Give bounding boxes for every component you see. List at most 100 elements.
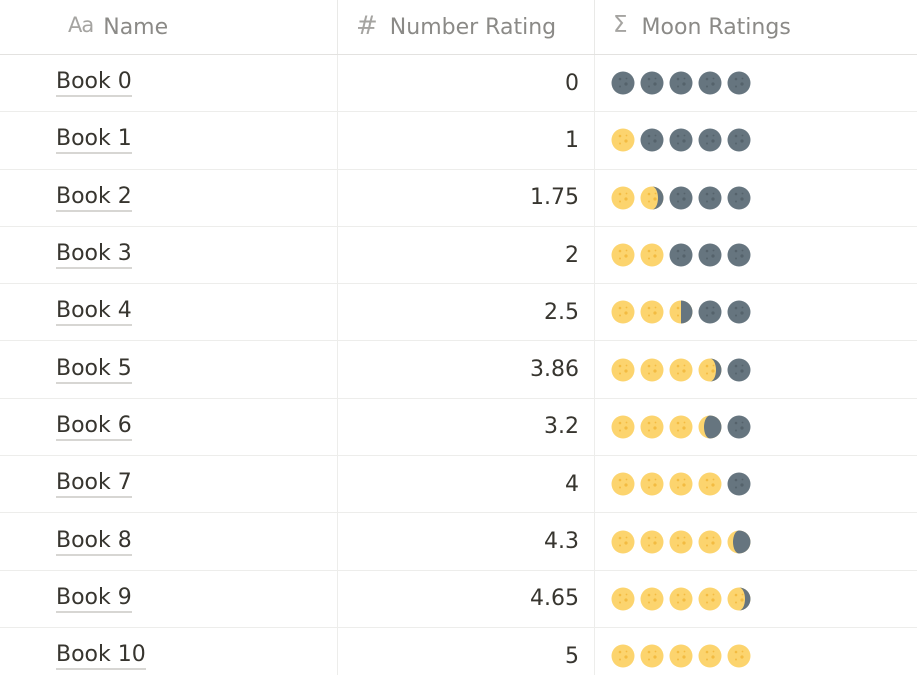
table-row[interactable]: Book 4 2.5 [0,284,917,342]
new-moon-icon [640,128,664,152]
moon-rating-group [611,243,751,267]
moon-rating-group [611,358,751,382]
moon-rating-group [611,71,751,95]
moon-ratings-cell[interactable] [595,341,917,397]
first-quarter-moon-icon [669,300,693,324]
number-rating-cell[interactable]: 1 [338,112,595,169]
page-link[interactable]: Book 3 [56,241,132,270]
moon-ratings-cell[interactable] [595,399,917,455]
table-row[interactable]: Book 0 0 [0,55,917,113]
full-moon-icon [669,358,693,382]
moon-rating-group [611,186,751,210]
column-header-moon-ratings-label: Moon Ratings [641,14,791,40]
full-moon-icon [669,530,693,554]
number-rating-cell[interactable]: 2.5 [338,284,595,341]
name-cell[interactable]: Book 4 [0,284,338,341]
new-moon-icon [698,128,722,152]
moon-ratings-cell[interactable] [595,112,917,168]
full-moon-icon [640,472,664,496]
table-row[interactable]: Book 6 3.2 [0,398,917,457]
moon-ratings-cell[interactable] [595,284,917,340]
waxing-gibbous-moon-icon [698,358,722,382]
new-moon-icon [669,71,693,95]
number-rating-value: 3.86 [530,357,579,383]
number-rating-cell[interactable]: 4.65 [338,570,595,627]
number-rating-cell[interactable]: 3.2 [338,398,595,456]
full-moon-icon [640,243,664,267]
moon-rating-group [611,300,751,324]
number-rating-cell[interactable]: 0 [338,55,595,112]
table-row[interactable]: Book 8 4.3 [0,513,917,571]
number-rating-cell[interactable]: 4 [338,456,595,513]
page-link[interactable]: Book 5 [56,356,132,384]
name-cell[interactable]: Book 0 [0,55,338,112]
moon-ratings-cell[interactable] [595,170,917,226]
name-cell[interactable]: Book 10 [0,627,338,675]
page-link[interactable]: Book 0 [56,69,132,98]
new-moon-icon [727,186,751,210]
waxing-crescent-moon-icon [727,530,751,554]
name-cell[interactable]: Book 6 [0,398,338,456]
number-rating-value: 4 [565,471,579,497]
number-rating-value: 0 [565,70,579,96]
column-header-name[interactable]: Aa Name [0,0,338,54]
table-header: Aa Name # Number Rating Σ Moon Ratings [0,0,917,55]
moon-ratings-cell[interactable] [595,571,917,627]
name-cell[interactable]: Book 7 [0,456,338,513]
number-rating-cell[interactable]: 5 [338,627,595,675]
moon-ratings-cell[interactable] [595,628,917,675]
moon-ratings-cell[interactable] [595,456,917,512]
new-moon-icon [727,300,751,324]
full-moon-icon [669,644,693,668]
new-moon-icon [698,243,722,267]
column-header-name-label: Name [103,14,169,40]
number-rating-cell[interactable]: 1.75 [338,169,595,226]
number-rating-value: 4.3 [544,529,579,555]
name-cell[interactable]: Book 1 [0,112,338,169]
full-moon-icon [640,530,664,554]
name-cell[interactable]: Book 9 [0,570,338,627]
full-moon-icon [698,472,722,496]
page-link[interactable]: Book 2 [56,184,132,212]
number-rating-cell[interactable]: 3.86 [338,341,595,398]
table-row[interactable]: Book 10 5 [0,627,917,675]
page-link[interactable]: Book 8 [56,528,132,556]
moon-ratings-cell[interactable] [595,55,917,111]
table-row[interactable]: Book 3 2 [0,226,917,285]
full-moon-icon [669,415,693,439]
new-moon-icon [727,243,751,267]
moon-ratings-cell[interactable] [595,513,917,569]
number-rating-cell[interactable]: 4.3 [338,513,595,570]
table-row[interactable]: Book 5 3.86 [0,341,917,399]
new-moon-icon [727,71,751,95]
new-moon-icon [727,128,751,152]
full-moon-icon [727,644,751,668]
full-moon-icon [611,644,635,668]
name-cell[interactable]: Book 5 [0,341,338,398]
full-moon-icon [640,415,664,439]
column-header-number-rating[interactable]: # Number Rating [338,0,595,54]
table-row[interactable]: Book 1 1 [0,112,917,170]
page-link[interactable]: Book 7 [56,470,132,499]
table-row[interactable]: Book 7 4 [0,456,917,514]
full-moon-icon [611,300,635,324]
full-moon-icon [698,530,722,554]
page-link[interactable]: Book 10 [56,642,146,671]
table-row[interactable]: Book 9 4.65 [0,570,917,628]
name-cell[interactable]: Book 2 [0,169,338,226]
column-header-moon-ratings[interactable]: Σ Moon Ratings [595,0,917,54]
page-link[interactable]: Book 6 [56,413,132,441]
name-cell[interactable]: Book 8 [0,513,338,570]
page-link[interactable]: Book 9 [56,585,132,613]
moon-ratings-cell[interactable] [595,227,917,283]
full-moon-icon [611,243,635,267]
number-rating-cell[interactable]: 2 [338,226,595,284]
page-link[interactable]: Book 4 [56,298,132,327]
table-body: Book 0 0 Book 1 1 Book 2 1.75 Book 3 2 Book 4 2.5… [0,55,917,675]
moon-rating-group [611,472,751,496]
name-cell[interactable]: Book 3 [0,226,338,284]
full-moon-icon [640,358,664,382]
page-link[interactable]: Book 1 [56,126,132,155]
table-row[interactable]: Book 2 1.75 [0,169,917,227]
new-moon-icon [669,128,693,152]
